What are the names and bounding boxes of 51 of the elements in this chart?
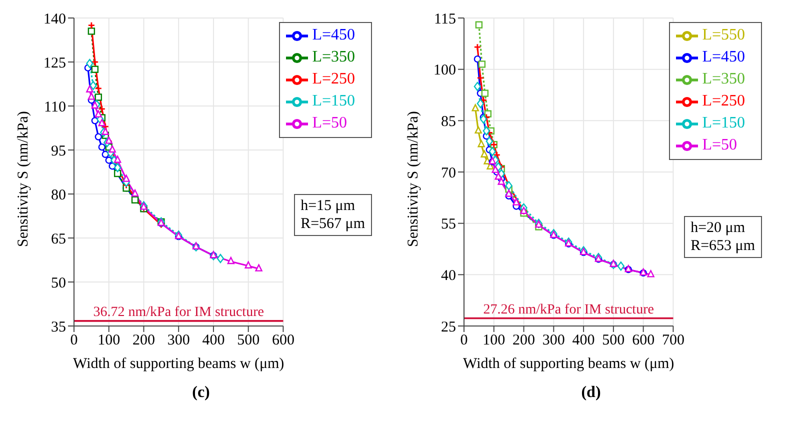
y-axis-title: Sensitivity S (nm/kPa) xyxy=(405,111,422,247)
x-tick-label: 200 xyxy=(132,332,155,349)
x-tick-label: 600 xyxy=(272,332,294,349)
x-tick-label: 0 xyxy=(460,332,468,349)
legend-label: L=250 xyxy=(312,70,355,88)
legend-label: L=450 xyxy=(702,48,745,66)
y-tick-label: 110 xyxy=(44,99,66,116)
x-tick-label: 500 xyxy=(237,332,260,349)
x-tick-label: 400 xyxy=(202,332,225,349)
text: h=20 μm R=653 μm xyxy=(684,216,762,258)
legend-label: L=450 xyxy=(312,26,355,44)
x-tick-label: 400 xyxy=(572,332,595,349)
legend-label: L=150 xyxy=(312,92,355,110)
x-tick-label: 100 xyxy=(482,332,506,349)
y-tick-label: 55 xyxy=(441,216,456,233)
x-tick-label: 700 xyxy=(662,332,684,349)
y-tick-label: 100 xyxy=(434,62,456,79)
legend-label: L=50 xyxy=(702,136,737,154)
x-axis-title: Width of supporting beams w (μm) xyxy=(73,356,284,372)
text: (c) xyxy=(191,384,211,402)
x-tick-label: 200 xyxy=(512,332,536,349)
x-tick-label: 100 xyxy=(98,332,120,349)
y-tick-label: 125 xyxy=(44,55,66,72)
ref-line-label: 36.72 nm/kPa for IM structure xyxy=(93,304,264,320)
y-tick-label: 70 xyxy=(441,165,456,182)
text: (d) xyxy=(580,384,602,402)
y-tick-label: 115 xyxy=(434,11,456,28)
x-axis-title: Width of supporting beams w (μm) xyxy=(463,356,674,372)
y-tick-label: 25 xyxy=(441,319,456,336)
y-tick-label: 80 xyxy=(51,187,66,204)
legend-label: L=350 xyxy=(312,48,355,66)
legend-label: L=50 xyxy=(312,114,347,132)
y-tick-label: 50 xyxy=(51,275,66,292)
ref-line-label: 27.26 nm/kPa for IM structure xyxy=(483,302,654,318)
legend-label: L=150 xyxy=(702,114,745,132)
y-tick-label: 95 xyxy=(51,143,66,160)
y-tick-label: 40 xyxy=(441,268,456,284)
y-tick-label: 85 xyxy=(441,114,456,130)
y-tick-label: 35 xyxy=(51,319,66,336)
x-tick-label: 300 xyxy=(167,332,190,349)
legend-label: L=350 xyxy=(702,70,745,88)
x-tick-label: 0 xyxy=(70,332,78,349)
x-tick-label: 500 xyxy=(602,332,625,349)
y-axis-title: Sensitivity S (nm/kPa) xyxy=(15,111,32,247)
x-tick-label: 300 xyxy=(542,332,565,349)
legend-label: L=250 xyxy=(702,92,745,110)
text: h=15 μm R=567 μm xyxy=(294,194,372,236)
y-tick-label: 65 xyxy=(51,231,66,248)
legend-label: L=550 xyxy=(702,26,745,44)
y-tick-label: 140 xyxy=(44,11,66,28)
x-tick-label: 600 xyxy=(632,332,655,349)
